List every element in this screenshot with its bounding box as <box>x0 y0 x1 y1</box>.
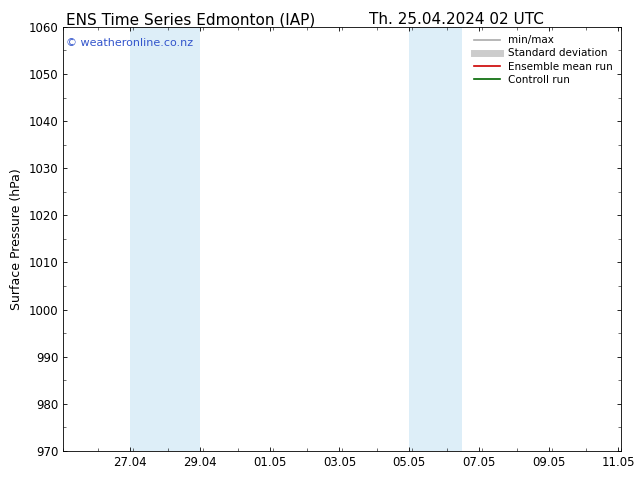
Y-axis label: Surface Pressure (hPa): Surface Pressure (hPa) <box>10 168 23 310</box>
Text: © weatheronline.co.nz: © weatheronline.co.nz <box>66 38 193 48</box>
Text: ENS Time Series Edmonton (IAP): ENS Time Series Edmonton (IAP) <box>65 12 315 27</box>
Bar <box>409 27 462 451</box>
Text: Th. 25.04.2024 02 UTC: Th. 25.04.2024 02 UTC <box>369 12 544 27</box>
Legend: min/max, Standard deviation, Ensemble mean run, Controll run: min/max, Standard deviation, Ensemble me… <box>470 32 616 88</box>
Bar <box>130 27 200 451</box>
